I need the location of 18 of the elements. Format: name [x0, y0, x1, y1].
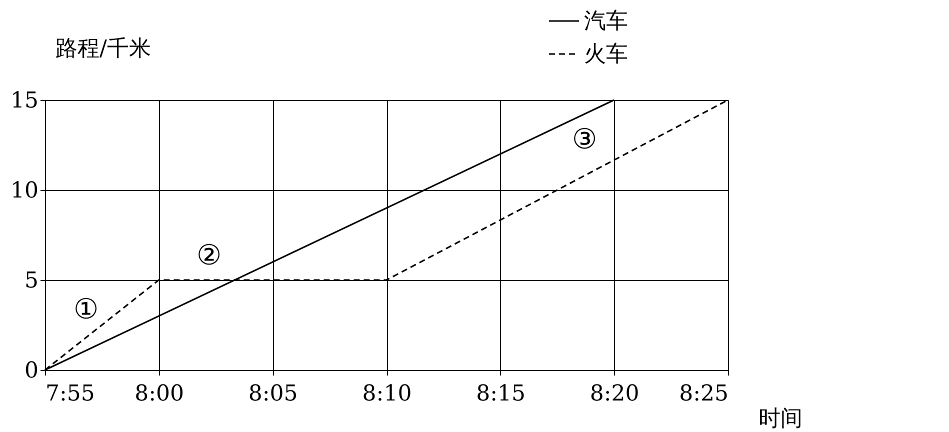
- x-tick-label: 7:55: [46, 382, 95, 406]
- y-tick-label: 0: [24, 358, 38, 384]
- x-axis-title: 时间: [758, 406, 802, 432]
- legend-label: 火车: [584, 42, 628, 67]
- x-tick-label: 8:25: [679, 382, 728, 406]
- x-tick-label: 8:15: [476, 382, 526, 406]
- x-tick-label: 8:05: [248, 382, 298, 406]
- legend-label: 汽车: [584, 9, 628, 34]
- y-tick-label: 15: [10, 88, 38, 114]
- x-tick-label: 8:10: [362, 382, 412, 406]
- annotation: ②: [196, 238, 222, 272]
- x-tick-label: 8:20: [590, 382, 640, 406]
- annotation: ③: [572, 122, 598, 156]
- y-tick-label: 10: [10, 178, 38, 204]
- y-axis-title: 路程/千米: [56, 36, 151, 62]
- annotation: ①: [73, 292, 98, 326]
- y-tick-label: 5: [24, 268, 38, 294]
- x-tick-label: 8:00: [134, 382, 184, 406]
